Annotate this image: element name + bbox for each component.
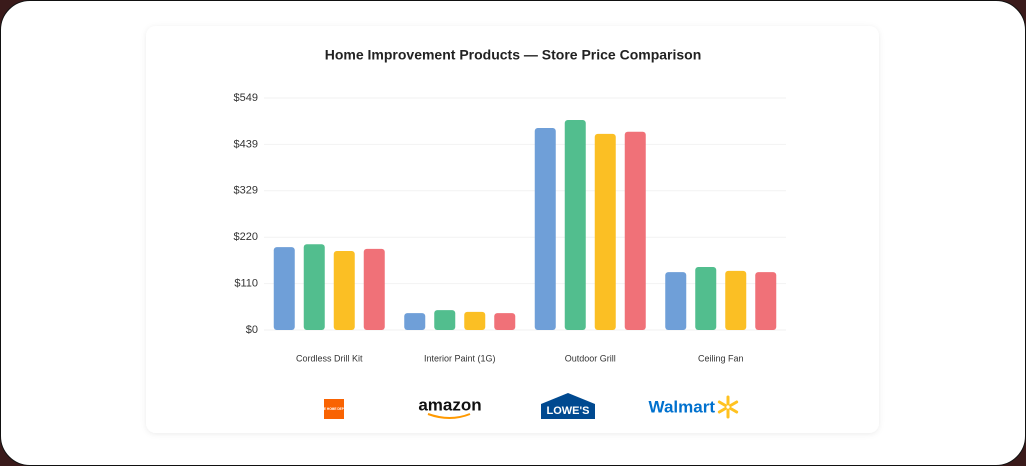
bar (594, 133, 616, 330)
legend-logo (717, 400, 727, 407)
legend-item: THE HOME DEPOT (320, 399, 349, 419)
legend-label: amazon (418, 395, 481, 414)
legend-item: LOWE'S (541, 393, 595, 419)
x-tick-label: Interior Paint (1G) (424, 353, 496, 363)
legend-logo (427, 413, 471, 419)
legend-logo (541, 393, 595, 419)
legend-label: Walmart (649, 397, 716, 416)
y-tick-label: $329 (234, 185, 258, 197)
x-tick-label: Outdoor Grill (565, 353, 616, 363)
x-tick-label: Ceiling Fan (698, 353, 744, 363)
bar (624, 131, 646, 330)
legend-logo (717, 407, 727, 414)
card (146, 26, 879, 433)
y-tick-label: $549 (234, 92, 258, 104)
bar (464, 311, 486, 330)
y-tick-label: $110 (234, 278, 258, 290)
bar (404, 313, 426, 330)
bar (725, 270, 747, 330)
bar (303, 244, 325, 330)
bar (695, 267, 717, 330)
legend-item: amazon (418, 395, 482, 419)
bar (494, 313, 516, 330)
legend-logo (729, 400, 739, 407)
legend-item: Walmart (649, 395, 739, 419)
y-tick-label: $0 (246, 324, 258, 336)
y-tick-label: $220 (234, 231, 258, 243)
legend-logo (729, 407, 739, 414)
y-tick-label: $439 (234, 138, 258, 150)
bar (434, 310, 456, 330)
legend-label: LOWE'S (547, 405, 590, 417)
legend-logo (324, 399, 344, 419)
chart-title: Home Improvement Products — Store Price … (325, 47, 702, 63)
legend-label: THE HOME DEPOT (320, 407, 349, 411)
bar (564, 119, 586, 330)
bar (665, 272, 687, 330)
x-tick-label: Cordless Drill Kit (296, 353, 363, 363)
bar (755, 272, 777, 330)
bar (333, 250, 355, 330)
bar (534, 128, 556, 330)
bar (273, 247, 295, 330)
bar (363, 248, 385, 330)
